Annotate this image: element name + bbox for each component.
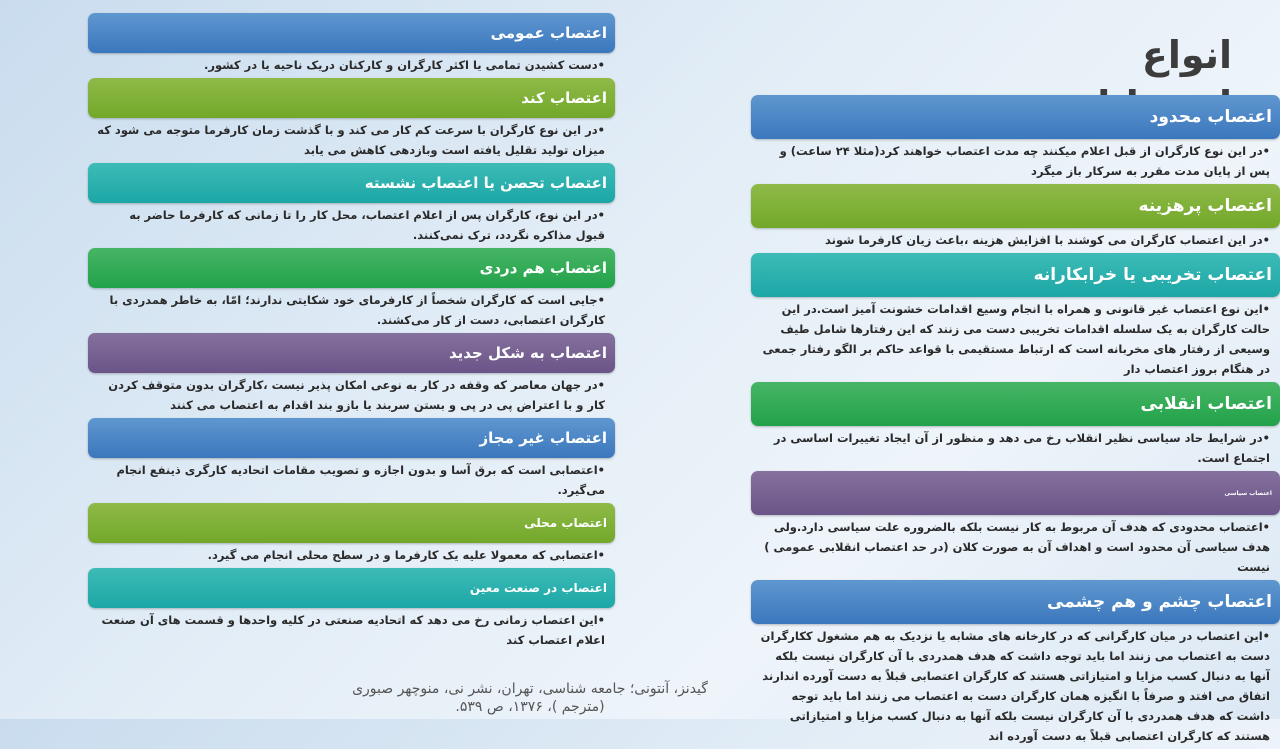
text-limited-strike: •در این نوع کارگران از قبل اعلام میکنند …	[779, 144, 1270, 178]
heading-sympathy-strike: اعتصاب هم دردی	[88, 248, 615, 288]
left-column: اعتصاب عمومی •دست کشیدن تمامی یا اکثر کا…	[88, 13, 615, 653]
heading-political-strike: اعتصاب سیاسی	[751, 471, 1280, 515]
heading-local-strike: اعتصاب محلی	[88, 503, 615, 543]
text-slow-strike: •در این نوع کارگران با سرعت کم کار می کن…	[97, 123, 605, 157]
heading-limited-strike: اعتصاب محدود	[751, 95, 1280, 139]
heading-rivalry-strike: اعتصاب چشم و هم چشمی	[751, 580, 1280, 624]
text-general-strike: •دست کشیدن تمامی یا اکثر کارگران و کارکن…	[203, 58, 605, 72]
heading-new-form-strike: اعتصاب به شکل جدید	[88, 333, 615, 373]
text-unauthorized-strike: •اعتصابی است که برق آسا و بدون اجازه و ت…	[116, 463, 605, 497]
text-new-form-strike: •در جهان معاصر که وقفه در کار به نوعی ام…	[108, 378, 605, 412]
heading-unauthorized-strike: اعتصاب غیر مجاز	[88, 418, 615, 458]
right-column: اعتصاب محدود •در این نوع کارگران از قبل …	[751, 95, 1280, 749]
text-sit-in-strike: •در این نوع، کارگران پس از اعلام اعتصاب،…	[129, 208, 605, 242]
text-revolutionary-strike: •در شرایط حاد سیاسی نظیر انقلاب رخ می ده…	[773, 431, 1270, 465]
heading-revolutionary-strike: اعتصاب انقلابی	[751, 382, 1280, 426]
heading-general-strike: اعتصاب عمومی	[88, 13, 615, 53]
text-local-strike: •اعتصابی که معمولا علیه یک کارفرما و در …	[207, 548, 605, 562]
heading-industry-strike: اعتصاب در صنعت معین	[88, 568, 615, 608]
text-industry-strike: •این اعتصاب زمانی رخ می دهد که اتحادیه ص…	[101, 613, 605, 647]
citation: گیدنز، آنتونی؛ جامعه شناسی، تهران، نشر ن…	[352, 681, 708, 715]
heading-slow-strike: اعتصاب کند	[88, 78, 615, 118]
text-sabotage-strike: •این نوع اعتصاب غیر قانونی و همراه با ان…	[762, 302, 1270, 376]
text-rivalry-strike: •این اعتصاب در میان کارگرانی که در کارخا…	[760, 629, 1270, 743]
text-sympathy-strike: •جایی است که کارگران شخصاً از کارفرمای خ…	[109, 293, 605, 327]
heading-costly-strike: اعتصاب پرهزینه	[751, 184, 1280, 228]
heading-sabotage-strike: اعتصاب تخریبی یا خرابکارانه	[751, 253, 1280, 297]
text-political-strike: •اعتصاب محدودی که هدف آن مربوط به کار نی…	[764, 520, 1270, 574]
text-costly-strike: •در این اعتصاب کارگران می کوشند با افزای…	[825, 233, 1270, 247]
heading-sit-in-strike: اعتصاب تحصن یا اعتصاب نشسته	[88, 163, 615, 203]
